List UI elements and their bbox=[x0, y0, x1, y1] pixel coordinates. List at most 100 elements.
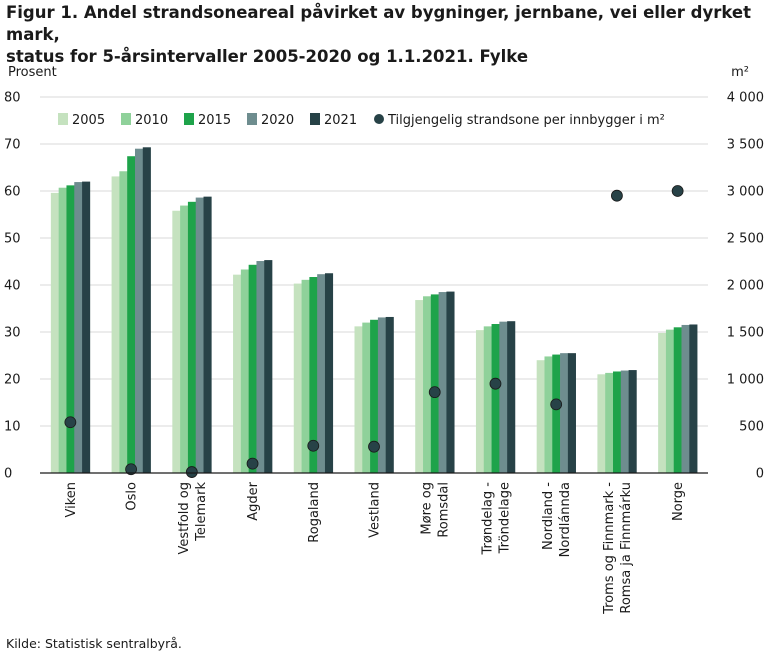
bar-2005 bbox=[415, 300, 424, 473]
y-tick-label-right: 0 bbox=[756, 467, 764, 482]
bar-2010 bbox=[301, 279, 310, 473]
bar-2020 bbox=[317, 274, 326, 473]
x-tick-label: Rogaland bbox=[307, 482, 322, 543]
chart-title-line-2: status for 5-årsintervaller 2005-2020 og… bbox=[6, 47, 529, 66]
chart-title: Figur 1. Andel strandsoneareal påvirket … bbox=[6, 2, 766, 68]
bar-2020 bbox=[681, 324, 690, 473]
bar-2021 bbox=[82, 181, 91, 473]
bar-2020 bbox=[377, 317, 386, 473]
bar-2005 bbox=[536, 360, 545, 473]
legend: 2005 2010 2015 2020 2021 Tilgjengelig strands… bbox=[58, 113, 665, 128]
y-tick-label-left: 60 bbox=[4, 185, 21, 200]
bar-2020 bbox=[134, 148, 144, 473]
bar-2020 bbox=[560, 353, 569, 473]
bar-2020 bbox=[195, 197, 204, 473]
x-tick-label: Oslo bbox=[125, 482, 140, 511]
dot-point bbox=[307, 439, 320, 452]
bar-2021 bbox=[203, 196, 212, 473]
x-tick-label: Nordland - bbox=[541, 482, 556, 550]
bar-2010 bbox=[665, 329, 675, 473]
dot-point bbox=[550, 398, 563, 411]
bar-2010 bbox=[605, 372, 614, 473]
y-tick-label-right: 4 000 bbox=[727, 91, 764, 106]
bar-2021 bbox=[628, 370, 637, 473]
bar-2010 bbox=[362, 322, 371, 473]
bar-2015 bbox=[613, 371, 622, 473]
bar-2005 bbox=[475, 330, 485, 473]
y-tick-label-right: 3 000 bbox=[727, 185, 764, 200]
dot-point bbox=[489, 377, 502, 390]
x-tick-label: Troms og Finnmark - bbox=[602, 482, 617, 615]
y-tick-label-right: 1 500 bbox=[727, 326, 764, 341]
x-tick-label: Romsdal bbox=[437, 482, 452, 538]
bar-2010 bbox=[119, 171, 128, 473]
x-tick-label: Vestfold og bbox=[177, 482, 192, 554]
chart-title-line-1: Figur 1. Andel strandsoneareal påvirket … bbox=[6, 3, 751, 44]
bar-2015 bbox=[552, 354, 561, 473]
bar-2015 bbox=[491, 324, 500, 473]
axes: 0 0 10 500 20 1 000 30 1 500 40 2 000 50 2 500 60 3 0… bbox=[4, 65, 764, 615]
bar-2020 bbox=[256, 261, 265, 473]
legend-swatch-2015 bbox=[184, 113, 194, 125]
bar-2021 bbox=[385, 316, 394, 473]
y-tick-label-left: 50 bbox=[4, 232, 21, 247]
bar-2005 bbox=[597, 374, 606, 473]
y-tick-label-left: 80 bbox=[4, 91, 21, 106]
bar-2010 bbox=[180, 205, 189, 473]
legend-swatch-2021 bbox=[310, 113, 320, 125]
bar-2015 bbox=[309, 277, 318, 473]
source-note: Kilde: Statistisk sentralbyrå. bbox=[6, 636, 182, 651]
legend-label-2021: 2021 bbox=[324, 113, 357, 128]
bar-2010 bbox=[240, 269, 249, 473]
bar-2010 bbox=[544, 356, 553, 473]
bar-2020 bbox=[74, 182, 83, 473]
y-tick-label-right: 2 000 bbox=[727, 279, 764, 294]
bar-2005 bbox=[658, 332, 667, 473]
y-tick-label-left: 10 bbox=[4, 420, 21, 435]
y-tick-label-left: 20 bbox=[4, 373, 21, 388]
bar-2015 bbox=[673, 327, 682, 473]
dot-point bbox=[368, 440, 380, 453]
bar-2015 bbox=[127, 156, 136, 473]
bar-2021 bbox=[446, 291, 455, 473]
bar-2005 bbox=[111, 176, 120, 473]
bar-2015 bbox=[66, 185, 75, 474]
x-tick-label: Romsa ja Finnmárku bbox=[619, 482, 634, 614]
bar-2021 bbox=[507, 321, 516, 473]
legend-label-2020: 2020 bbox=[261, 113, 294, 128]
y-axis-label-right: m² bbox=[731, 65, 749, 80]
x-tick-label: Viken bbox=[64, 482, 79, 518]
y-tick-label-right: 1 000 bbox=[727, 373, 764, 388]
bar-2021 bbox=[689, 324, 698, 473]
legend-label-2010: 2010 bbox=[135, 113, 168, 128]
dot-point bbox=[611, 189, 623, 202]
legend-label-2005: 2005 bbox=[72, 113, 105, 128]
y-tick-label-left: 30 bbox=[4, 326, 21, 341]
dot-point bbox=[125, 463, 137, 476]
legend-label-2015: 2015 bbox=[198, 113, 231, 128]
legend-dot-marker bbox=[374, 114, 384, 124]
bar-2005 bbox=[354, 326, 363, 473]
x-tick-label: Agder bbox=[246, 481, 261, 520]
bar-2021 bbox=[324, 273, 334, 473]
bar-2005 bbox=[233, 274, 242, 473]
x-tick-label: Møre og bbox=[420, 482, 435, 535]
bar-2021 bbox=[567, 353, 576, 473]
bar-2005 bbox=[172, 210, 181, 474]
bar-2010 bbox=[58, 187, 67, 473]
bar-2015 bbox=[370, 319, 379, 473]
bar-2020 bbox=[620, 370, 629, 473]
y-tick-label-right: 3 500 bbox=[727, 138, 764, 153]
y-tick-label-left: 40 bbox=[4, 279, 21, 294]
legend-swatch-2020 bbox=[247, 113, 257, 125]
dot-point bbox=[671, 185, 684, 197]
x-tick-label: Vestland bbox=[368, 482, 383, 538]
dot-point bbox=[64, 416, 77, 429]
y-tick-label-left: 0 bbox=[4, 467, 12, 482]
bar-2020 bbox=[499, 321, 508, 473]
bar-2010 bbox=[423, 296, 432, 473]
dot-point bbox=[428, 386, 441, 399]
dot-point bbox=[185, 466, 198, 478]
bar-2005 bbox=[50, 192, 59, 473]
